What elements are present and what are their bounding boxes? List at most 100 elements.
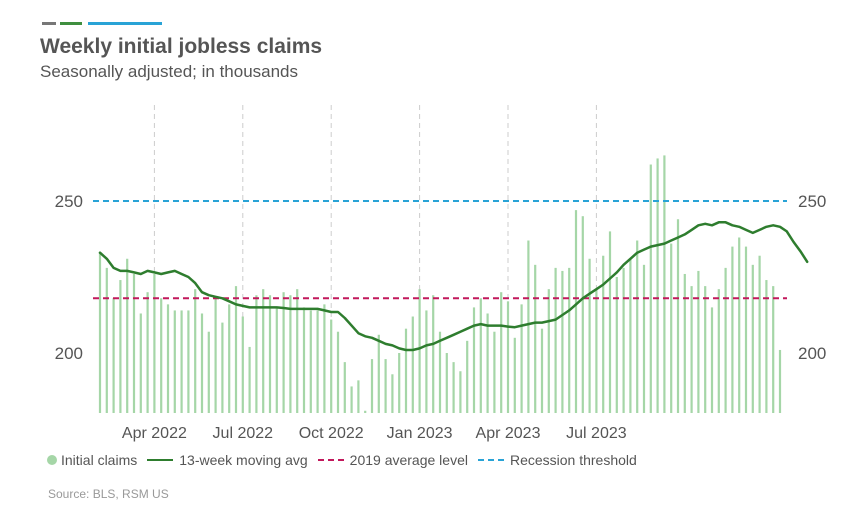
legend-swatch-2019-average — [317, 459, 344, 461]
bar-week-82 — [656, 158, 659, 413]
bar-week-96 — [751, 264, 754, 413]
legend-label-recession: Recession threshold — [509, 452, 637, 468]
bar-week-19 — [228, 304, 231, 413]
bar-week-98 — [765, 280, 768, 413]
bar-week-89 — [704, 286, 707, 413]
bar-week-43 — [391, 374, 394, 413]
bar-week-27 — [282, 292, 285, 413]
bar-week-33 — [323, 304, 326, 413]
bar-week-28 — [289, 295, 292, 413]
y-tick-left-250: 250 — [55, 192, 83, 211]
reference-lines — [93, 200, 787, 300]
bar-week-90 — [710, 307, 714, 413]
bar-week-3 — [119, 280, 122, 413]
bar-week-42 — [384, 359, 387, 413]
bar-week-47 — [418, 289, 421, 413]
bar-week-12 — [180, 310, 183, 413]
legend-swatch-recession — [477, 459, 504, 461]
bar-week-48 — [425, 310, 428, 413]
bar-week-38 — [357, 380, 360, 413]
moving-average-line — [98, 221, 809, 352]
axis-labels: 200 200 250 250 Apr 2022 Jul 2022 Oct 2022 Jan … — [55, 192, 827, 442]
bar-week-94 — [738, 237, 741, 413]
bar-week-23 — [255, 295, 258, 413]
bar-week-18 — [221, 322, 224, 413]
bar-week-77 — [622, 267, 625, 413]
bar-week-6 — [139, 313, 142, 413]
bar-week-61 — [513, 337, 516, 413]
legend-swatch-bars — [47, 455, 57, 465]
bar-week-37 — [350, 386, 353, 413]
bar-week-50 — [438, 331, 442, 413]
bar-week-2 — [112, 298, 115, 413]
bar-week-75 — [608, 231, 612, 413]
initial-claims-bars — [98, 155, 782, 413]
bar-week-16 — [207, 331, 210, 413]
legend-item-initial-claims: Initial claims — [47, 452, 137, 468]
bar-week-91 — [717, 289, 720, 413]
bar-week-7 — [146, 292, 149, 413]
bar-week-5 — [132, 273, 136, 413]
bar-week-73 — [595, 289, 598, 413]
bar-week-57 — [486, 313, 489, 413]
x-tick-4: Apr 2023 — [476, 425, 541, 442]
bar-week-36 — [343, 362, 346, 413]
bar-week-72 — [588, 258, 591, 413]
source-note: Source: BLS, RSM US — [48, 487, 169, 501]
legend-item-moving-avg: 13-week moving avg — [147, 452, 308, 468]
bar-week-10 — [166, 304, 170, 413]
legend-label-2019-average: 2019 average level — [349, 452, 468, 468]
bar-week-1 — [105, 267, 108, 413]
bar-week-9 — [160, 298, 163, 413]
bar-week-59 — [500, 292, 503, 413]
legend-item-2019-average: 2019 average level — [317, 452, 468, 468]
bar-week-4 — [126, 258, 129, 413]
y-tick-right-200: 200 — [798, 344, 826, 363]
header-accent-gray — [42, 22, 56, 25]
bar-week-74 — [602, 255, 605, 413]
bar-week-80 — [642, 264, 646, 413]
bar-week-65 — [540, 328, 544, 413]
bar-week-20 — [234, 286, 238, 413]
bar-week-21 — [241, 316, 244, 413]
legend-swatch-moving-avg — [147, 459, 174, 461]
header-accent-green — [60, 22, 82, 25]
bar-week-64 — [534, 264, 537, 413]
bar-week-13 — [187, 310, 190, 413]
bar-week-14 — [194, 289, 197, 413]
x-tick-1: Jul 2022 — [213, 425, 274, 442]
x-tick-0: Apr 2022 — [122, 425, 187, 442]
bar-week-86 — [683, 273, 686, 413]
chart-title: Weekly initial jobless claims — [40, 35, 323, 58]
bar-week-69 — [568, 267, 571, 413]
x-tick-2: Oct 2022 — [299, 425, 364, 442]
bar-week-63 — [527, 240, 530, 413]
legend-item-recession: Recession threshold — [477, 452, 637, 468]
bar-week-92 — [724, 267, 727, 413]
bar-week-97 — [758, 255, 761, 413]
header-accent-blue — [88, 22, 162, 25]
bar-week-95 — [744, 246, 748, 413]
bar-week-76 — [615, 277, 618, 413]
bar-week-99 — [772, 286, 775, 413]
chart-legend: Initial claims 13-week moving avg 2019 a… — [47, 452, 647, 468]
bar-week-53 — [459, 371, 462, 413]
bar-week-100 — [778, 349, 782, 413]
bar-week-15 — [200, 313, 204, 413]
bar-week-30 — [302, 307, 306, 413]
bar-week-46 — [411, 316, 414, 413]
bar-week-87 — [690, 286, 693, 413]
bar-week-52 — [452, 362, 455, 413]
bar-week-41 — [377, 334, 380, 413]
bar-week-51 — [445, 353, 448, 413]
bar-week-62 — [520, 304, 523, 413]
chart-subtitle: Seasonally adjusted; in thousands — [40, 62, 299, 81]
bar-week-35 — [336, 331, 340, 413]
bar-week-32 — [316, 310, 319, 413]
bar-week-66 — [547, 289, 550, 413]
bar-week-70 — [574, 210, 578, 413]
bar-week-55 — [472, 307, 476, 413]
bar-week-54 — [466, 340, 469, 413]
bar-week-71 — [581, 216, 584, 413]
